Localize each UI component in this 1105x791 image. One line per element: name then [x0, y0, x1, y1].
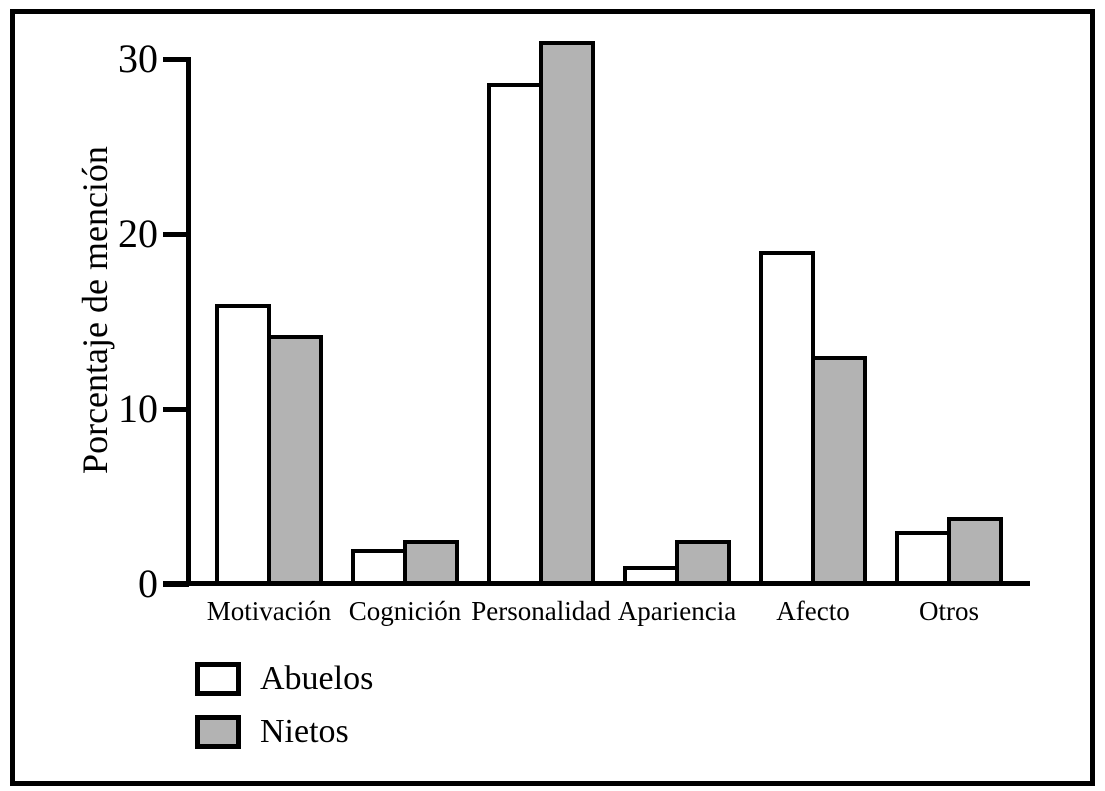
x-label-cognición: Cognición [348, 596, 462, 626]
legend: Abuelos Nietos [195, 658, 373, 753]
x-axis-line [163, 581, 1030, 586]
bar-nietos-otros [947, 517, 1003, 585]
bar-abuelos-afecto [759, 251, 815, 585]
y-tick-10 [163, 407, 189, 412]
x-label-afecto: Afecto [776, 596, 850, 626]
x-label-otros: Otros [919, 596, 979, 626]
x-label-personalidad: Personalidad [471, 596, 611, 626]
bar-nietos-cognición [403, 540, 459, 585]
bar-nietos-apariencia [675, 540, 731, 585]
bar-abuelos-personalidad [487, 83, 543, 585]
legend-label-nietos: Nietos [260, 713, 349, 750]
legend-item-abuelos: Abuelos [195, 658, 373, 700]
bar-nietos-motivación [267, 335, 323, 585]
y-tick-30 [163, 57, 189, 62]
y-tick-label-0: 0 [138, 561, 158, 606]
legend-label-abuelos: Abuelos [260, 660, 374, 697]
bar-abuelos-otros [895, 531, 951, 585]
legend-swatch-nietos [195, 715, 241, 749]
legend-item-nietos: Nietos [195, 711, 373, 753]
bar-abuelos-motivación [215, 304, 271, 585]
y-tick-label-30: 30 [118, 36, 158, 81]
bar-nietos-personalidad [539, 41, 595, 585]
chart-frame [10, 9, 1095, 786]
x-label-apariencia: Apariencia [617, 596, 737, 626]
y-axis-line [186, 57, 191, 586]
legend-swatch-abuelos [195, 662, 241, 696]
y-tick-label-10: 10 [118, 386, 158, 431]
y-tick-label-20: 20 [118, 211, 158, 256]
bar-nietos-afecto [811, 356, 867, 585]
x-label-motivación: Motivación [206, 596, 332, 626]
bar-abuelos-cognición [351, 549, 407, 585]
y-tick-20 [163, 232, 189, 237]
